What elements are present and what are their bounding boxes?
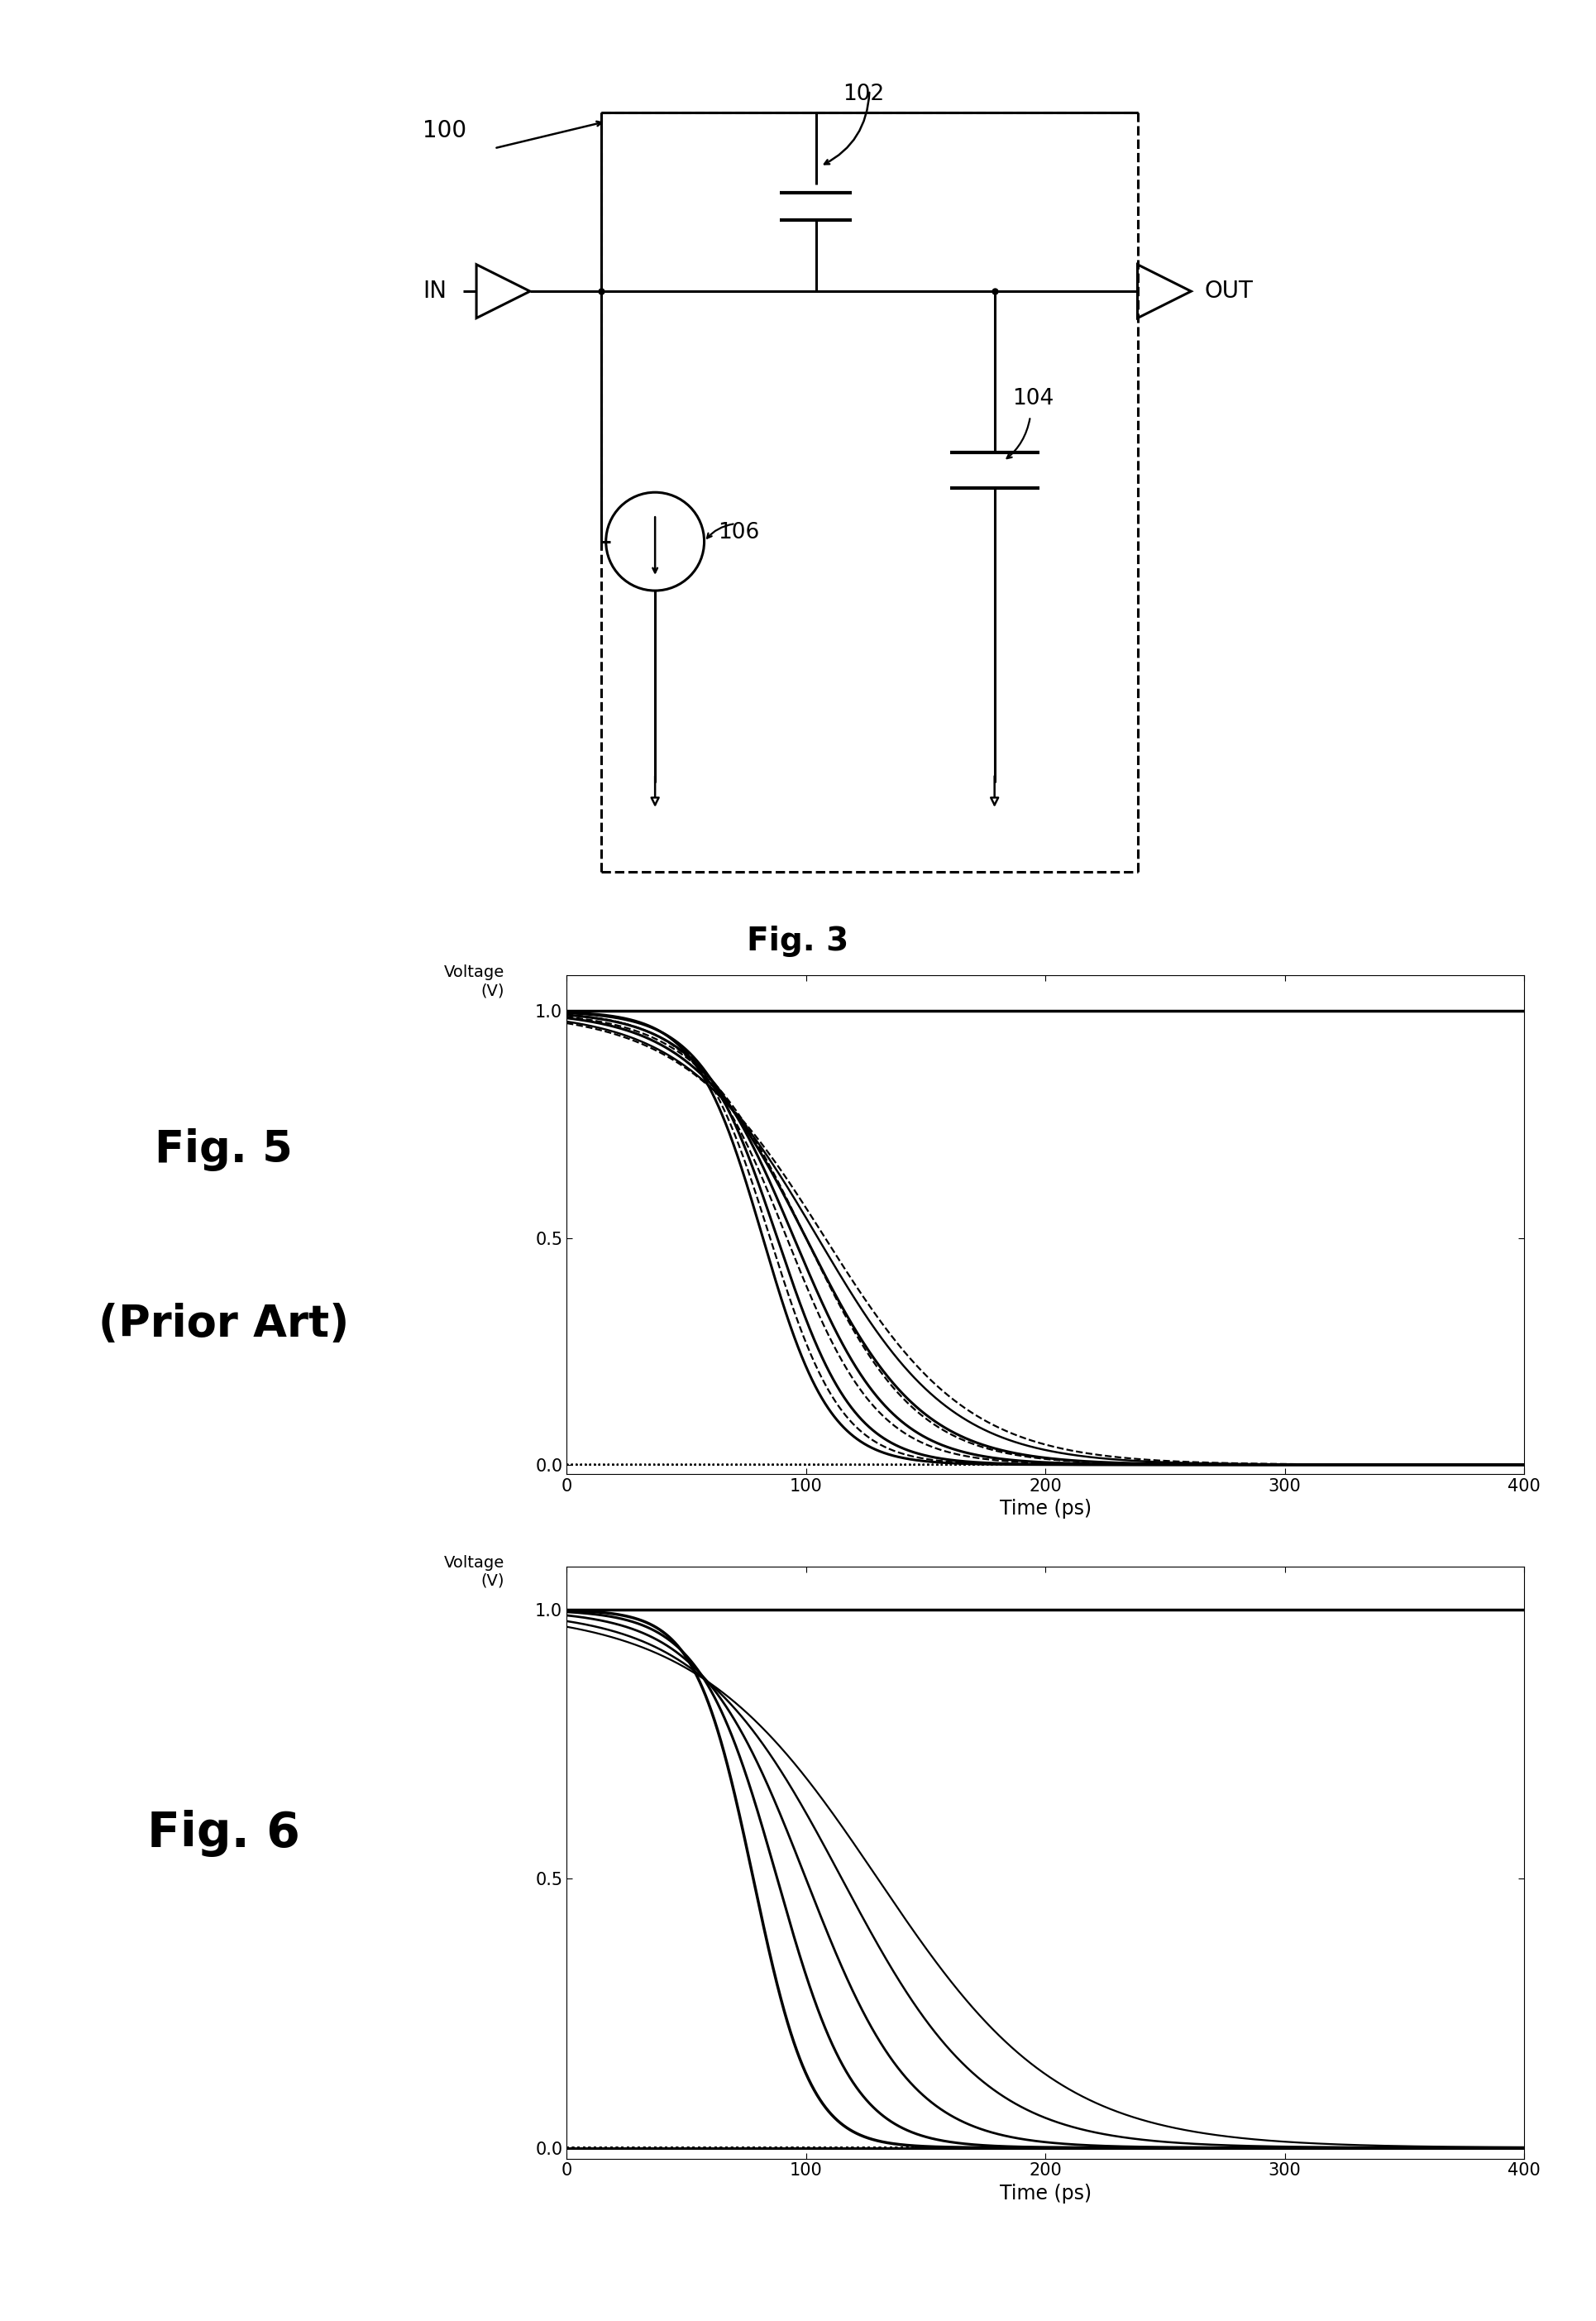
Text: OUT: OUT: [1205, 281, 1253, 302]
Text: Fig. 6: Fig. 6: [147, 1810, 300, 1857]
Text: Voltage
(V): Voltage (V): [444, 1555, 504, 1590]
Text: (Prior Art): (Prior Art): [705, 989, 891, 1019]
Text: 104: 104: [1012, 388, 1053, 408]
Text: Fig. 5: Fig. 5: [155, 1128, 292, 1172]
Text: 100: 100: [423, 118, 466, 142]
X-axis label: Time (ps): Time (ps): [999, 1499, 1092, 1518]
Text: IN: IN: [423, 281, 447, 302]
Text: 102: 102: [843, 84, 884, 104]
Text: (Prior Art): (Prior Art): [97, 1302, 350, 1346]
Text: 106: 106: [718, 522, 760, 543]
Text: Fig. 3: Fig. 3: [747, 926, 849, 956]
X-axis label: Time (ps): Time (ps): [999, 2184, 1092, 2203]
Text: Voltage
(V): Voltage (V): [444, 966, 504, 998]
